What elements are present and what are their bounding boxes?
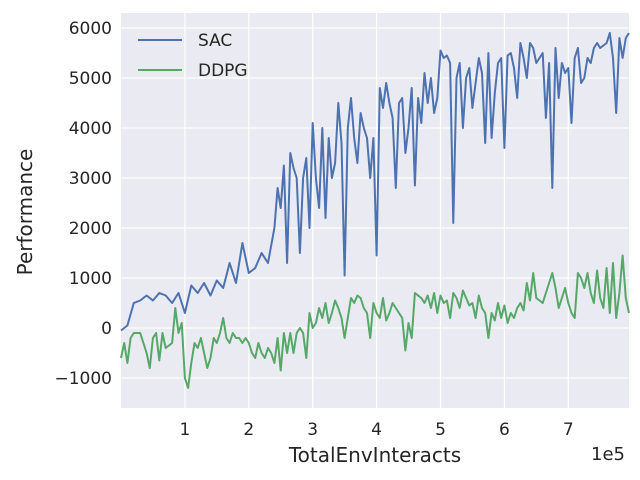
y-axis-label: Performance xyxy=(13,149,37,276)
legend-label: DDPG xyxy=(198,61,248,81)
y-tick-label: 5000 xyxy=(69,69,112,89)
x-tick-label: 4 xyxy=(371,420,382,440)
x-tick-label: 6 xyxy=(499,420,510,440)
y-tick-label: −1000 xyxy=(54,369,112,389)
x-tick-label: 2 xyxy=(243,420,254,440)
y-tick-label: 4000 xyxy=(69,119,112,139)
y-tick-label: 6000 xyxy=(69,19,112,39)
x-tick-label: 1 xyxy=(179,420,190,440)
x-tick-label: 7 xyxy=(563,420,574,440)
x-axis-label: TotalEnvInteracts xyxy=(288,443,461,467)
series-layer xyxy=(120,32,630,389)
x-tick-label: 3 xyxy=(307,420,318,440)
x-tick-label: 5 xyxy=(435,420,446,440)
y-tick-label: 3000 xyxy=(69,169,112,189)
legend: SAC DDPG xyxy=(138,31,248,81)
series-line-sac xyxy=(120,32,630,332)
x-axis-ticks: 1 2 3 4 5 6 7 xyxy=(179,420,573,440)
y-tick-label: 1000 xyxy=(69,269,112,289)
series-line-ddpg xyxy=(120,254,630,389)
y-tick-label: 0 xyxy=(101,319,112,339)
legend-label: SAC xyxy=(198,31,232,51)
x-axis-offset: 1e5 xyxy=(591,444,625,465)
y-axis-ticks: −1000 0 1000 2000 3000 4000 5000 6000 xyxy=(54,19,112,389)
y-tick-label: 2000 xyxy=(69,219,112,239)
